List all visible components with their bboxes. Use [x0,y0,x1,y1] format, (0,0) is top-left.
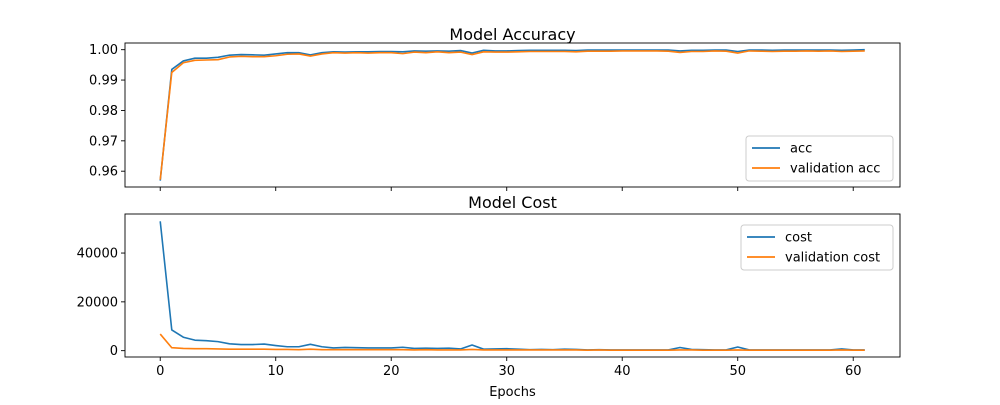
cost-legend-label: cost [785,231,812,246]
cost-legend: cost validation cost [740,224,894,271]
cost-x-tick-label: 20 [383,364,400,379]
cost-legend-box [740,224,894,271]
cost-x-tick-label: 60 [845,364,862,379]
accuracy-series-train-line [159,48,865,181]
accuracy-y-tick-label: 0.98 [89,104,118,119]
cost-y-tick-label: 0 [110,344,118,359]
accuracy-series-validation-line [159,50,865,180]
accuracy-legend-box [745,135,894,182]
cost-x-tick-label: 0 [156,364,164,379]
cost-legend-label: validation cost [785,251,880,266]
cost-x-tick-label: 50 [729,364,746,379]
accuracy-legend: acc validation acc [745,135,894,182]
cost-y-tick-label: 20000 [77,295,118,310]
cost-x-tick-label: 10 [267,364,284,379]
cost-panel: Model Cost 0 10 20 30 40 50 60 0 20000 40000 Epochs… [77,193,901,400]
accuracy-y-tick-label: 1.00 [89,43,118,58]
accuracy-y-tick-label: 0.99 [89,74,118,89]
accuracy-y-tick-label: 0.97 [89,134,118,149]
cost-x-tick-label: 40 [614,364,631,379]
accuracy-panel: Model Accuracy 0.96 0.97 0.98 0.99 1.00 acc val… [89,25,901,191]
accuracy-legend-label: validation acc [790,162,880,177]
cost-title: Model Cost [468,193,557,212]
cost-x-tick-label: 30 [498,364,515,379]
accuracy-title: Model Accuracy [449,25,575,44]
cost-axes-frame [124,213,901,358]
accuracy-axes-frame [124,42,901,188]
accuracy-y-tick-label: 0.96 [89,165,118,180]
accuracy-legend-label: acc [790,142,812,157]
cost-series-validation-line [159,333,865,351]
cost-y-tick-label: 40000 [77,247,118,262]
cost-x-axis-title: Epochs [489,385,536,400]
